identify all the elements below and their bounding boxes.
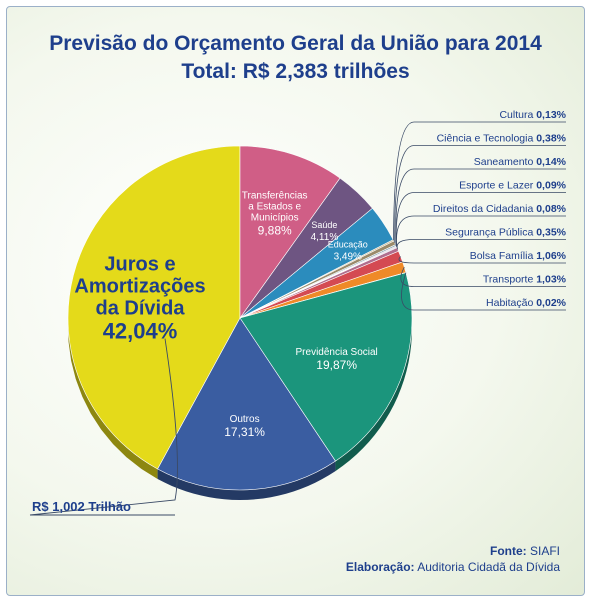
callout-value: 1,03% (536, 274, 566, 286)
pie-slice-side (157, 461, 336, 500)
chart-title: Previsão do Orçamento Geral da União par… (49, 32, 542, 55)
slice-label: da Dívida (96, 297, 186, 319)
leader-line (395, 192, 566, 247)
pie-slice (67, 145, 241, 470)
author-label: Elaboração: (345, 560, 415, 574)
slice-label: Juros e (104, 253, 175, 275)
callout-label: Segurança Pública 0,35% (445, 227, 566, 239)
callout-label: Direitos da Cidadania 0,08% (433, 203, 567, 215)
leader-line (393, 121, 566, 241)
callout-value: 0,02% (536, 297, 566, 309)
leader-line (400, 267, 566, 287)
pie-slice (239, 145, 341, 319)
leader-line (401, 272, 566, 311)
slice-value: 4,11% (311, 232, 339, 243)
slice-value: 9,88% (258, 223, 292, 237)
leader-line (394, 145, 566, 243)
slice-label: Transferências (242, 190, 308, 201)
leader-line (396, 239, 566, 250)
callout-value: 0,08% (536, 203, 566, 215)
callout-value: 0,14% (536, 156, 566, 168)
callout-value: 0,35% (536, 227, 566, 239)
callout-label: Ciência e Tecnologia 0,38% (437, 133, 567, 145)
author-value: Auditoria Cidadã da Dívida (417, 560, 560, 574)
pie-slice-side (335, 272, 412, 472)
slice-label: Outros (230, 414, 260, 425)
source-note: Fonte: SIAFI (490, 544, 560, 558)
callout-label: Saneamento 0,14% (474, 156, 567, 168)
slice-label: Educação (328, 240, 368, 250)
chart-subtitle: Total: R$ 2,383 trilhões (181, 60, 410, 83)
slice-label: a Estados e (248, 201, 301, 212)
debt-total-callout: R$ 1,002 Trilhão (32, 499, 131, 514)
slice-value: 17,31% (224, 425, 265, 439)
callout-label: Bolsa Família 1,06% (470, 250, 567, 262)
callout-label: Transporte 1,03% (483, 274, 567, 286)
callout-value: 0,38% (536, 133, 566, 145)
callout-value: 0,09% (536, 180, 566, 192)
slice-label: Amortizações (74, 275, 205, 297)
slice-value: 3,49% (334, 252, 362, 263)
source-label: Fonte: (489, 544, 527, 558)
pie-slice (157, 317, 336, 491)
callout-leader (29, 338, 178, 516)
callout-value: 0,13% (536, 109, 566, 121)
callout-value: 1,06% (536, 250, 566, 262)
leader-line (396, 215, 566, 248)
slice-value: 19,87% (316, 358, 357, 372)
slice-label: Previdência Social (296, 347, 378, 358)
slice-label: Saúde (311, 220, 337, 230)
callout-label: Habitação 0,02% (486, 297, 567, 309)
leader-line (398, 256, 566, 264)
callout-label: Cultura 0,13% (499, 109, 566, 121)
slice-value: 42,04% (103, 318, 178, 343)
slice-label: Municípios (251, 212, 299, 223)
source-value: SIAFI (529, 544, 560, 558)
leader-line (395, 168, 566, 246)
pie-slice (239, 272, 413, 462)
author-note: Elaboração: Auditoria Cidadã da Dívida (346, 560, 560, 574)
callout-label: Esporte e Lazer 0,09% (459, 180, 566, 192)
